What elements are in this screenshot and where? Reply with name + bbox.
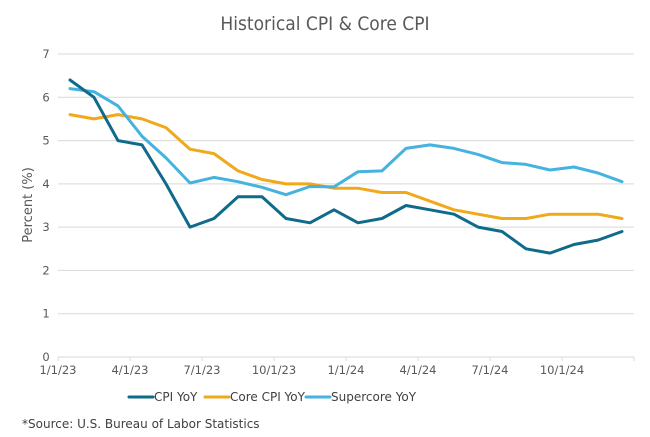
series-lines	[68, 78, 624, 255]
x-tick-label: 1/1/24	[327, 363, 364, 377]
y-tick-label: 7	[42, 47, 49, 61]
chart-title: Historical CPI & Core CPI	[220, 13, 429, 35]
gridlines	[58, 53, 634, 358]
legend-label-supercore-yoy: Supercore YoY	[331, 390, 417, 404]
y-tick-label: 3	[42, 220, 49, 234]
y-tick-label: 4	[42, 177, 49, 191]
y-tick-label: 0	[42, 350, 49, 364]
source-footnote: *Source: U.S. Bureau of Labor Statistics	[22, 417, 260, 431]
x-tick-label: 4/1/24	[399, 363, 436, 377]
series-line-cpi-yoy	[68, 78, 624, 255]
x-tick-label: 10/1/23	[252, 363, 296, 377]
series-line-core-cpi-yoy	[68, 113, 624, 220]
y-axis-ticks: 0 1 2 3 4 5 6 7	[42, 47, 49, 364]
y-tick-label: 6	[42, 90, 49, 104]
legend: CPI YoY Core CPI YoY Supercore YoY	[127, 390, 417, 404]
x-axis: 1/1/23 4/1/23 7/1/23 10/1/23 1/1/24 4/1/24 7/1…	[39, 356, 635, 377]
y-tick-label: 1	[42, 307, 49, 321]
x-tick-label: 10/1/24	[540, 363, 584, 377]
y-tick-label: 5	[42, 134, 49, 148]
x-tick-label: 7/1/23	[183, 363, 220, 377]
x-tick-label: 1/1/23	[39, 363, 76, 377]
x-tick-label: 4/1/23	[111, 363, 148, 377]
series-line-supercore-yoy	[68, 87, 624, 197]
y-axis-label: Percent (%)	[21, 167, 36, 243]
y-tick-label: 2	[42, 263, 49, 277]
x-tick-label: 7/1/24	[471, 363, 508, 377]
legend-label-cpi-yoy: CPI YoY	[154, 390, 198, 404]
legend-label-core-cpi-yoy: Core CPI YoY	[230, 390, 306, 404]
